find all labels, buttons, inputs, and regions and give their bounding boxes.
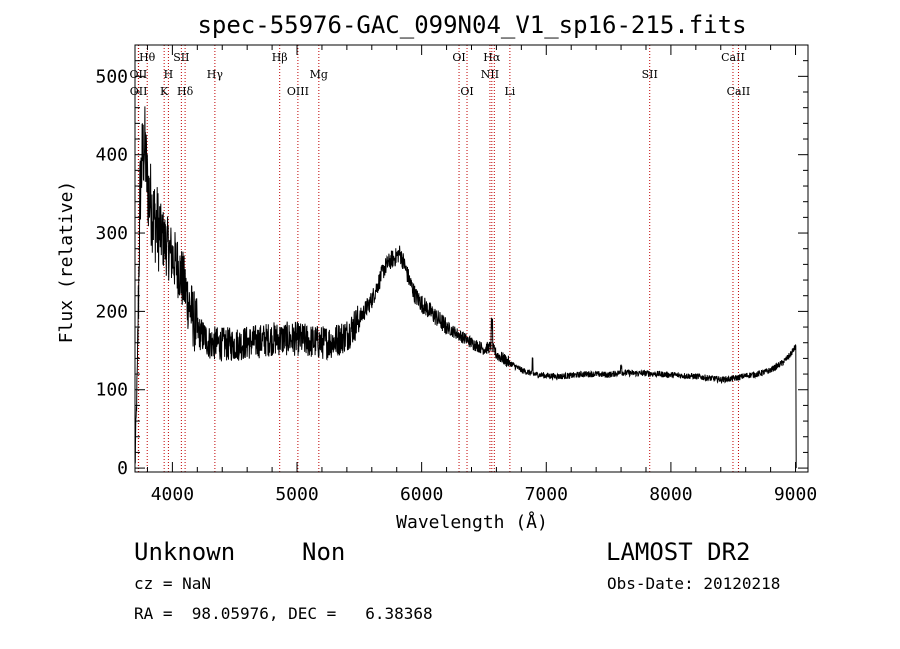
line-marker-label: Hδ (177, 85, 194, 98)
y-tick-label: 0 (117, 458, 128, 479)
line-marker-label: NII (481, 68, 499, 81)
redshift-cz: cz = NaN (134, 574, 212, 593)
spectrum-line (134, 106, 797, 469)
y-tick-label: 200 (95, 301, 128, 322)
x-tick-label: 6000 (400, 484, 443, 505)
plot-frame (134, 44, 809, 473)
line-marker-label: OII (130, 85, 148, 98)
x-tick-label: 8000 (649, 484, 692, 505)
line-marker-label: OI (460, 85, 473, 98)
line-marker-label: OI (452, 51, 465, 64)
y-axis-label: Flux (relative) (56, 181, 77, 344)
line-marker-label: SII (642, 68, 658, 81)
line-marker-label: Hθ (139, 51, 156, 64)
y-tick-label: 400 (95, 145, 128, 166)
y-tick-label: 500 (95, 66, 128, 87)
coordinates: RA = 98.05976, DEC = 6.38368 (134, 604, 433, 623)
line-marker-label: Mg (310, 68, 328, 81)
line-marker-label: K (160, 85, 169, 98)
line-marker-label: CaII (721, 51, 745, 64)
line-marker-label: CaII (727, 85, 751, 98)
y-tick-label: 100 (95, 380, 128, 401)
axis-ticks: 4000 5000 6000 7000 8000 9000 0 100 200 300 400 500 (95, 45, 817, 505)
x-tick-label: 9000 (774, 484, 817, 505)
line-marker-label: H (164, 68, 174, 81)
x-tick-label: 7000 (525, 484, 568, 505)
line-marker-label: OIII (287, 85, 309, 98)
object-class: Unknown (134, 538, 236, 566)
observation-date: Obs-Date: 20120218 (607, 574, 781, 593)
y-tick-label: 300 (95, 223, 128, 244)
chart-title: spec-55976-GAC_099N04_V1_sp16-215.fits (197, 11, 746, 39)
x-tick-label: 4000 (151, 484, 194, 505)
line-marker-label: OII (130, 68, 148, 81)
line-marker-label: SII (173, 51, 189, 64)
x-axis-label: Wavelength (Å) (396, 511, 548, 533)
line-marker-label: Hγ (207, 68, 224, 81)
line-marker-label: Hα (483, 51, 501, 64)
line-marker-label: Hβ (272, 51, 288, 64)
x-tick-label: 5000 (275, 484, 318, 505)
object-subclass: Non (302, 538, 346, 566)
survey-name: LAMOST DR2 (606, 538, 751, 566)
line-marker-label: Li (504, 85, 515, 98)
